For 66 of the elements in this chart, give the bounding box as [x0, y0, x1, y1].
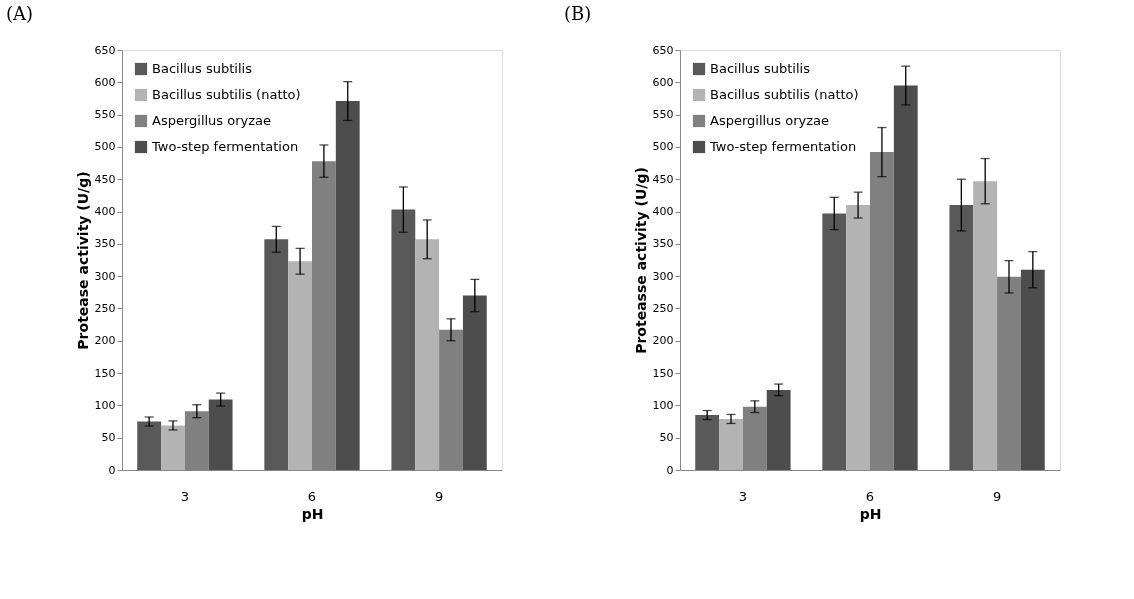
y-tick-label: 650	[652, 43, 674, 57]
y-tick-label: 0	[108, 463, 116, 477]
y-tick-label: 600	[94, 75, 116, 89]
y-tick-label: 650	[94, 43, 116, 57]
y-tick-label: 550	[94, 108, 116, 122]
legend-label: Bacillus subtilis	[710, 61, 811, 76]
x-tick-label: 6	[865, 488, 875, 504]
y-axis-title: Proteasse activity (U/g)	[632, 167, 649, 354]
y-tick-label: 300	[652, 269, 674, 283]
bar	[264, 239, 289, 470]
bar	[288, 261, 312, 470]
x-tick-label: 3	[180, 488, 190, 504]
y-tick-label: 500	[652, 140, 674, 154]
bar	[893, 85, 918, 470]
y-tick-label: 250	[94, 301, 116, 315]
bar	[695, 415, 720, 470]
legend-label: Two-step fermentation	[709, 139, 857, 154]
y-tick-label: 400	[94, 205, 116, 219]
bar	[719, 418, 743, 470]
legend-label: Aspergillus oryzae	[710, 113, 830, 128]
bar	[335, 101, 360, 470]
y-axis-title: Protease activity (U/g)	[74, 171, 91, 350]
bar	[415, 239, 440, 470]
bar	[462, 295, 487, 470]
bar	[161, 425, 185, 470]
y-tick-label: 450	[652, 172, 674, 186]
x-tick-label: 9	[434, 488, 444, 504]
x-tick-label: 6	[307, 488, 317, 504]
y-tick-label: 100	[94, 398, 116, 412]
bar	[846, 205, 870, 470]
x-axis-title: pH	[301, 505, 324, 522]
y-tick-label: 200	[94, 334, 116, 348]
bar	[766, 389, 791, 470]
bar	[391, 209, 416, 470]
y-tick-label: 350	[94, 237, 116, 251]
legend-label: Bacillus subtilis (natto)	[710, 87, 859, 102]
y-tick-label: 450	[94, 172, 116, 186]
legend-label: Bacillus subtilis (natto)	[152, 87, 301, 102]
y-tick-label: 150	[652, 366, 674, 380]
y-tick-label: 250	[652, 301, 674, 315]
legend-label: Bacillus subtilis	[152, 61, 253, 76]
legend-label: Two-step fermentation	[151, 139, 299, 154]
y-tick-label: 50	[659, 431, 674, 445]
bar	[137, 421, 162, 470]
y-tick-label: 550	[652, 108, 674, 122]
y-tick-label: 600	[652, 75, 674, 89]
y-tick-label: 400	[652, 205, 674, 219]
y-tick-label: 300	[94, 269, 116, 283]
chart-title: (A)	[6, 3, 34, 24]
bar	[973, 181, 998, 470]
x-tick-label: 9	[992, 488, 1002, 504]
bar	[208, 399, 233, 470]
bar	[1020, 269, 1045, 470]
y-tick-label: 500	[94, 140, 116, 154]
bar	[949, 205, 974, 470]
legend-label: Aspergillus oryzae	[152, 113, 272, 128]
y-tick-label: 150	[94, 366, 116, 380]
y-tick-label: 200	[652, 334, 674, 348]
y-tick-label: 50	[101, 431, 116, 445]
y-tick-label: 100	[652, 398, 674, 412]
y-tick-label: 0	[666, 463, 674, 477]
chart-title: (B)	[564, 3, 592, 24]
x-axis-title: pH	[859, 505, 882, 522]
bar	[822, 213, 847, 470]
x-tick-label: 3	[738, 488, 748, 504]
y-tick-label: 350	[652, 237, 674, 251]
